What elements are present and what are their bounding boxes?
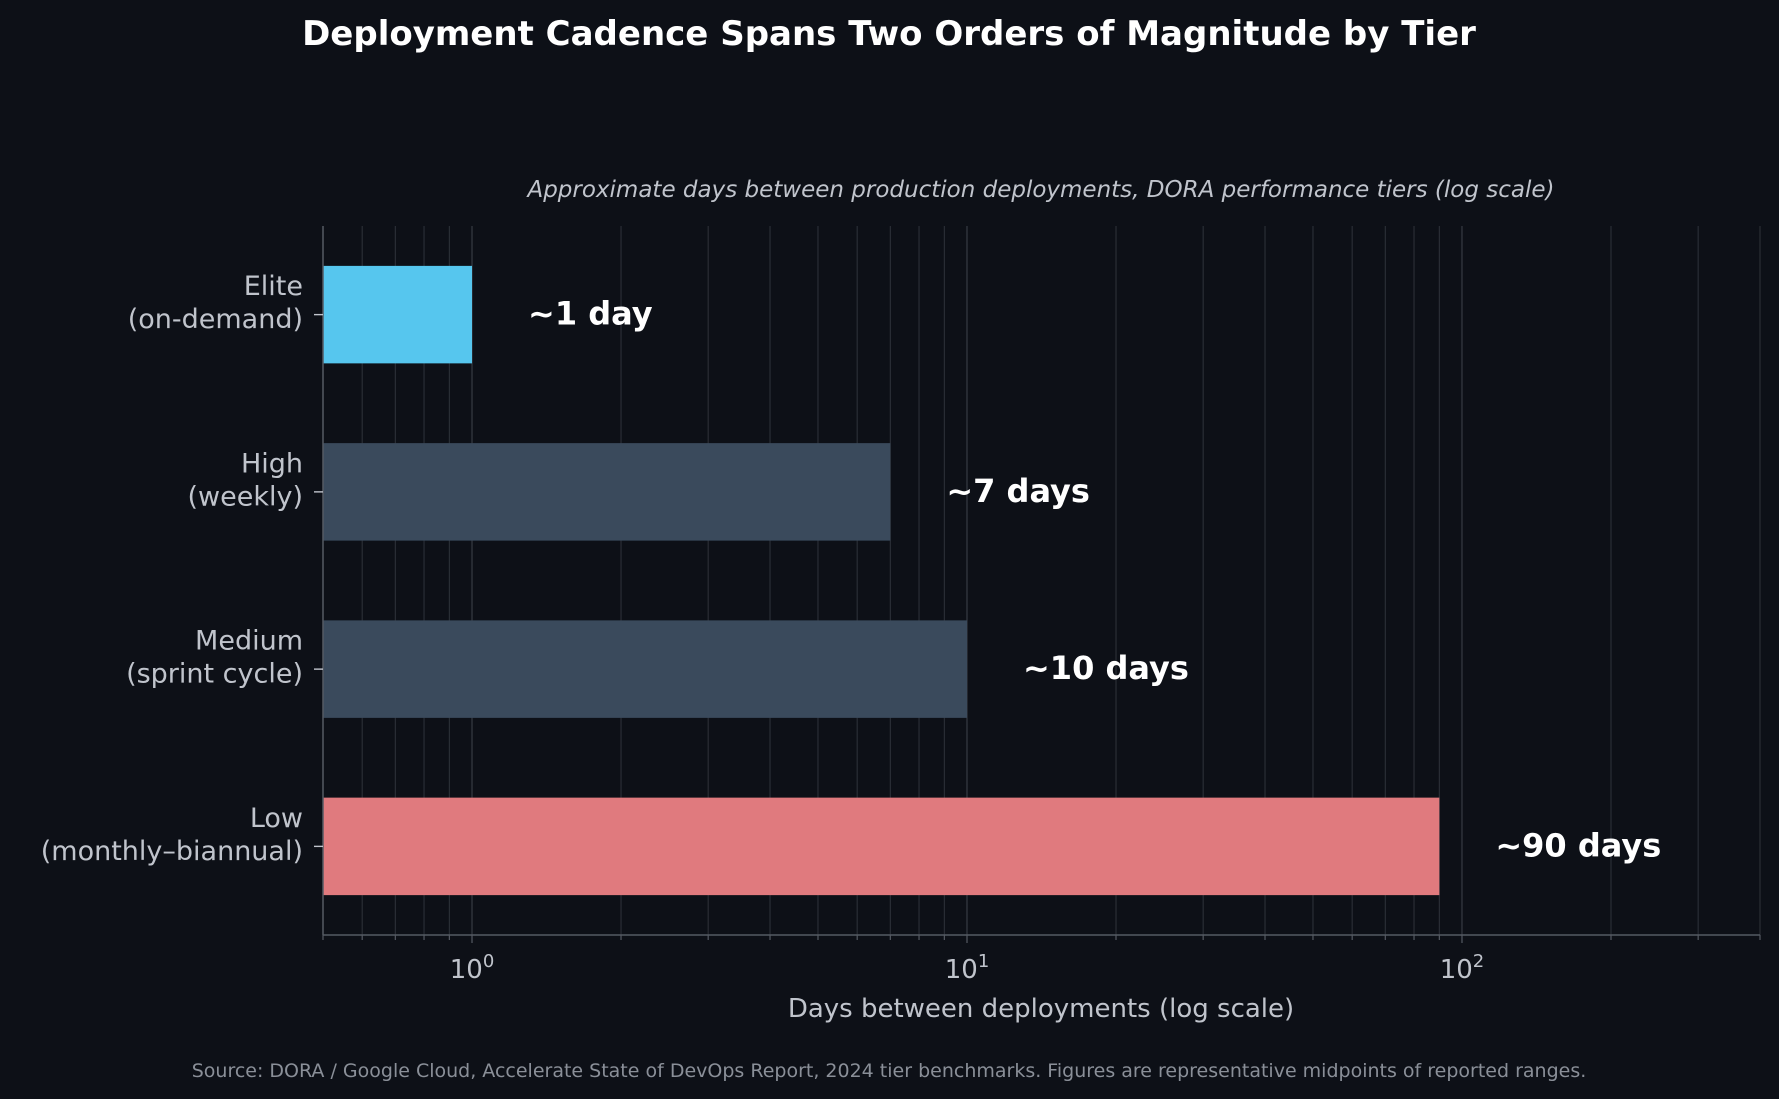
y-category-label: Elite [244,271,303,302]
bar [323,620,967,718]
bar-value-label: ~10 days [1023,649,1189,687]
x-tick-label: 100 [450,951,495,985]
y-category-label: High [241,448,303,479]
bar [323,443,891,541]
y-category-label: (weekly) [188,481,304,512]
bar-value-label: ~7 days [946,472,1090,510]
source-note: Source: DORA / Google Cloud, Accelerate … [192,1060,1587,1082]
y-category-label: Medium [195,626,303,657]
bar [323,797,1440,896]
x-tick-label: 102 [1440,951,1485,985]
bar [323,265,473,364]
chart-subtitle: Approximate days between production depl… [525,177,1554,203]
axis-layer: 100 101 102 Elite(on-demand) High(weekly) Med… [41,226,1761,985]
bar-layer: ~1 day ~7 days ~10 days ~90 days [323,265,1661,896]
y-category-label: Low [250,803,303,834]
x-axis-label: Days between deployments (log scale) [788,994,1294,1024]
chart-title: Deployment Cadence Spans Two Orders of M… [302,14,1476,54]
bar-value-label: ~90 days [1495,826,1661,864]
bar-value-label: ~1 day [528,295,653,333]
x-tick-label: 101 [945,951,990,985]
y-category-label: (on-demand) [128,304,303,335]
y-category-label: (sprint cycle) [126,659,303,690]
y-category-label: (monthly–biannual) [41,836,303,867]
